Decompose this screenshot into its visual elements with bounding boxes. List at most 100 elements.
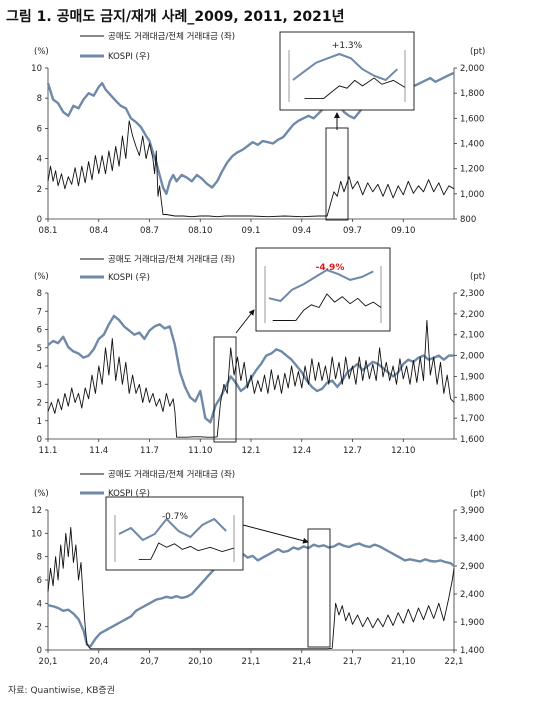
x-tick-label: 09.7 bbox=[343, 226, 362, 236]
y-left-unit: (%) bbox=[34, 272, 49, 282]
legend-label-kospi: KOSPI (우) bbox=[108, 273, 150, 283]
series-line-kospi bbox=[47, 314, 454, 424]
y-right-tick-label: 1,900 bbox=[460, 618, 484, 628]
inset-line-kospi bbox=[118, 517, 227, 542]
y-left-tick-label: 2 bbox=[37, 623, 42, 633]
y-right-tick-label: 1,200 bbox=[460, 165, 484, 175]
x-tick-label: 22,1 bbox=[445, 657, 464, 667]
x-tick-label: 11.4 bbox=[89, 446, 108, 456]
inset-line-kospi bbox=[292, 52, 398, 82]
y-left-tick-label: 10 bbox=[31, 529, 42, 539]
y-right-tick-label: 3,400 bbox=[460, 534, 484, 544]
inset-line-short-ratio bbox=[138, 542, 235, 561]
legend-label-kospi: KOSPI (우) bbox=[108, 52, 150, 62]
y-left-tick-label: 5 bbox=[37, 344, 42, 354]
y-right-unit: (pt) bbox=[470, 47, 485, 57]
y-right-tick-label: 800 bbox=[460, 215, 476, 225]
y-left-tick-label: 10 bbox=[31, 64, 42, 74]
highlight-box bbox=[213, 336, 237, 443]
x-tick-label: 08.10 bbox=[188, 226, 212, 236]
zoom-arrow bbox=[242, 524, 309, 544]
inset-line-short-ratio bbox=[272, 293, 382, 321]
highlight-box bbox=[325, 127, 349, 221]
x-tick-label: 21,10 bbox=[391, 657, 415, 667]
chart-2011: 공매도 거래대금/전체 거래대금 (좌) KOSPI (우) (%) (pt) 0 1 2 3… bbox=[34, 247, 485, 456]
x-tick-label: 21,4 bbox=[292, 657, 311, 667]
inset-line-kospi bbox=[268, 268, 374, 303]
x-tick-label: 12.4 bbox=[292, 446, 311, 456]
y-right-tick-label: 2,200 bbox=[460, 310, 484, 320]
series-line-kospi bbox=[47, 542, 455, 648]
x-tick-label: 21,7 bbox=[343, 657, 362, 667]
inset-box bbox=[279, 31, 415, 111]
y-left-tick-label: 0 bbox=[37, 215, 42, 225]
y-right-tick-label: 2,000 bbox=[460, 64, 484, 74]
series-line-short-ratio bbox=[47, 527, 455, 650]
inset-box bbox=[255, 247, 391, 332]
x-tick-label: 21,1 bbox=[242, 657, 261, 667]
legend-label-short-ratio: 공매도 거래대금/전체 거래대금 (좌) bbox=[108, 469, 235, 480]
y-left-tick-label: 12 bbox=[31, 506, 42, 516]
x-tick-label: 20,7 bbox=[140, 657, 159, 667]
x-tick-label: 08.7 bbox=[140, 226, 159, 236]
y-right-tick-label: 2,100 bbox=[460, 331, 484, 341]
x-tick-label: 11.7 bbox=[140, 446, 159, 456]
y-right-tick-label: 1,400 bbox=[460, 140, 484, 150]
y-left-tick-label: 3 bbox=[37, 380, 42, 390]
x-tick-label: 09.10 bbox=[391, 226, 415, 236]
inset-annotation: -4.9% bbox=[316, 263, 345, 273]
x-tick-label: 11.10 bbox=[188, 446, 212, 456]
y-left-tick-label: 6 bbox=[37, 326, 42, 336]
y-right-tick-label: 2,400 bbox=[460, 590, 484, 600]
series-line-short-ratio bbox=[47, 120, 455, 218]
y-right-tick-label: 3,900 bbox=[460, 506, 484, 516]
y-right-unit: (pt) bbox=[470, 489, 485, 499]
x-tick-label: 20,1 bbox=[39, 657, 58, 667]
y-left-tick-label: 8 bbox=[37, 289, 42, 299]
y-right-tick-label: 2,900 bbox=[460, 562, 484, 572]
y-left-tick-label: 0 bbox=[37, 646, 42, 656]
y-left-tick-label: 1 bbox=[37, 417, 42, 427]
highlight-box bbox=[307, 528, 331, 648]
x-tick-label: 08.4 bbox=[89, 226, 108, 236]
x-tick-label: 12.10 bbox=[391, 446, 415, 456]
inset-box bbox=[105, 496, 244, 571]
y-left-tick-label: 2 bbox=[37, 399, 42, 409]
chart-2009: 공매도 거래대금/전체 거래대금 (좌) KOSPI (우) (%) (pt) 0 2 4 6… bbox=[31, 31, 485, 236]
x-tick-label: 12.7 bbox=[343, 446, 362, 456]
legend-label-short-ratio: 공매도 거래대금/전체 거래대금 (좌) bbox=[108, 254, 235, 265]
y-left-tick-label: 6 bbox=[37, 576, 42, 586]
x-tick-label: 20,10 bbox=[188, 657, 212, 667]
inset-line-short-ratio bbox=[304, 77, 406, 99]
y-right-tick-label: 1,900 bbox=[460, 372, 484, 382]
y-left-tick-label: 0 bbox=[37, 435, 42, 445]
x-tick-label: 08.1 bbox=[39, 226, 58, 236]
y-left-tick-label: 4 bbox=[37, 362, 42, 372]
legend-label-kospi: KOSPI (우) bbox=[108, 489, 150, 499]
y-right-tick-label: 1,600 bbox=[460, 114, 484, 124]
y-left-tick-label: 2 bbox=[37, 185, 42, 195]
figure-title: 그림 1. 공매도 금지/재개 사례_2009, 2011, 2021년 bbox=[6, 9, 345, 25]
x-tick-label: 12.1 bbox=[242, 446, 261, 456]
y-right-tick-label: 1,700 bbox=[460, 414, 484, 424]
y-right-tick-label: 1,800 bbox=[460, 89, 484, 99]
legend-label-short-ratio: 공매도 거래대금/전체 거래대금 (좌) bbox=[108, 31, 235, 42]
y-left-tick-label: 6 bbox=[37, 124, 42, 134]
x-tick-label: 09.4 bbox=[292, 226, 311, 236]
x-tick-label: 09.1 bbox=[242, 226, 261, 236]
y-left-unit: (%) bbox=[34, 489, 49, 499]
x-tick-label: 20,4 bbox=[89, 657, 108, 667]
y-right-tick-label: 1,400 bbox=[460, 646, 484, 656]
series-line-short-ratio bbox=[47, 319, 455, 438]
inset-annotation: -0.7% bbox=[162, 512, 189, 522]
x-tick-label: 11.1 bbox=[39, 446, 58, 456]
y-left-tick-label: 7 bbox=[37, 307, 42, 317]
source-note: 자료: Quantiwise, KB증권 bbox=[8, 686, 115, 696]
y-right-tick-label: 2,300 bbox=[460, 289, 484, 299]
y-right-tick-label: 1,000 bbox=[460, 190, 484, 200]
y-left-tick-label: 8 bbox=[37, 553, 42, 563]
zoom-arrow bbox=[235, 309, 255, 334]
y-right-unit: (pt) bbox=[470, 272, 485, 282]
y-left-unit: (%) bbox=[34, 47, 49, 57]
y-right-tick-label: 1,600 bbox=[460, 435, 484, 445]
